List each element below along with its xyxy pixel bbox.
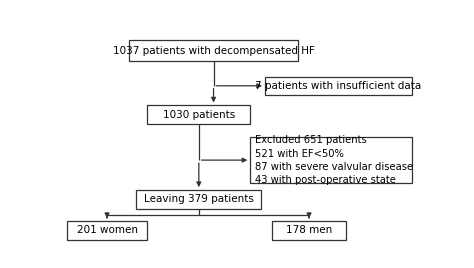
Text: 1037 patients with decompensated HF: 1037 patients with decompensated HF — [113, 46, 314, 56]
Text: 1030 patients: 1030 patients — [163, 110, 235, 120]
FancyBboxPatch shape — [66, 221, 147, 240]
Text: 178 men: 178 men — [286, 225, 332, 235]
Text: Leaving 379 patients: Leaving 379 patients — [144, 194, 254, 204]
FancyBboxPatch shape — [272, 221, 346, 240]
FancyBboxPatch shape — [129, 40, 298, 61]
FancyBboxPatch shape — [265, 77, 412, 95]
Text: 7 patients with insufficient data: 7 patients with insufficient data — [255, 81, 421, 91]
FancyBboxPatch shape — [250, 137, 412, 183]
Text: 201 women: 201 women — [76, 225, 137, 235]
Text: Excluded 651 patients
521 with EF<50%
87 with severe valvular disease
43 with po: Excluded 651 patients 521 with EF<50% 87… — [255, 135, 413, 185]
FancyBboxPatch shape — [137, 190, 261, 209]
FancyBboxPatch shape — [147, 105, 250, 124]
